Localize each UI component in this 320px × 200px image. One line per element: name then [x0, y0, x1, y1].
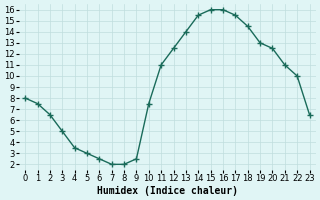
- X-axis label: Humidex (Indice chaleur): Humidex (Indice chaleur): [97, 186, 238, 196]
